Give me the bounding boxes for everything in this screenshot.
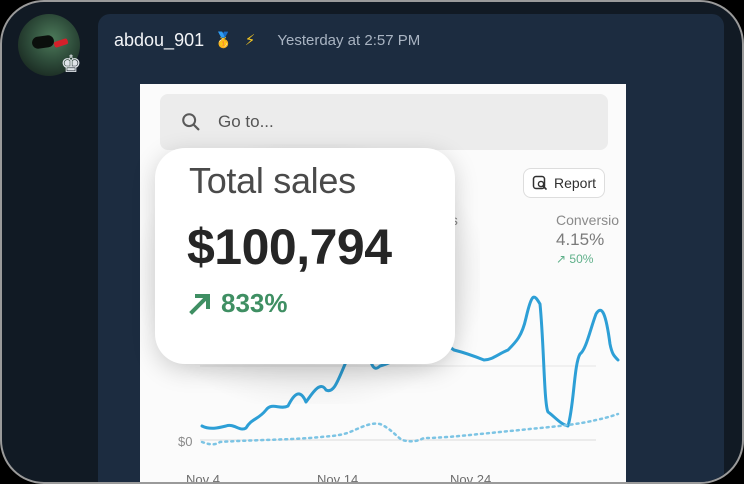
avatar-red-eye — [53, 37, 69, 49]
message-header: abdou_901 🥇 ⚡ Yesterday at 2:57 PM — [114, 30, 420, 51]
report-icon — [532, 175, 547, 190]
x-axis-label: Nov 4 — [186, 472, 220, 484]
search-placeholder: Go to... — [218, 112, 274, 131]
avatar-eyepatch — [31, 34, 55, 50]
previous-period-line — [200, 412, 620, 446]
y-axis-label-zero: $0 — [178, 434, 192, 449]
total-sales-amount: $100,794 — [187, 219, 392, 275]
report-label: Report — [553, 175, 597, 191]
arrow-up-right-icon — [189, 293, 210, 315]
search-icon — [182, 113, 200, 131]
username[interactable]: abdou_901 — [114, 30, 205, 50]
lightning-icon: ⚡ — [244, 31, 256, 49]
metric-change: ↗ 50% — [556, 252, 594, 266]
x-axis-label: Nov 24 — [450, 472, 491, 484]
message-timestamp: Yesterday at 2:57 PM — [277, 32, 421, 49]
metric-conversion[interactable]: Conversio 4.15% ↗ 50% — [556, 212, 619, 266]
user-avatar[interactable] — [18, 14, 80, 76]
total-sales-highlight-card: Total sales $100,794 833% — [155, 148, 455, 364]
x-axis-label: Nov 14 — [317, 472, 358, 484]
search-bar[interactable]: Go to... — [160, 94, 608, 150]
report-button[interactable]: Report — [523, 168, 605, 198]
total-sales-change-value: 833% — [221, 288, 288, 318]
metric-label: Conversio — [556, 212, 620, 228]
medal-icon: 🥇 — [214, 31, 233, 49]
crown-icon: ♚ — [60, 51, 82, 78]
total-sales-change: 833% — [187, 288, 288, 319]
total-sales-title: Total sales — [189, 160, 356, 201]
metric-value: 4.15% — [556, 230, 605, 249]
